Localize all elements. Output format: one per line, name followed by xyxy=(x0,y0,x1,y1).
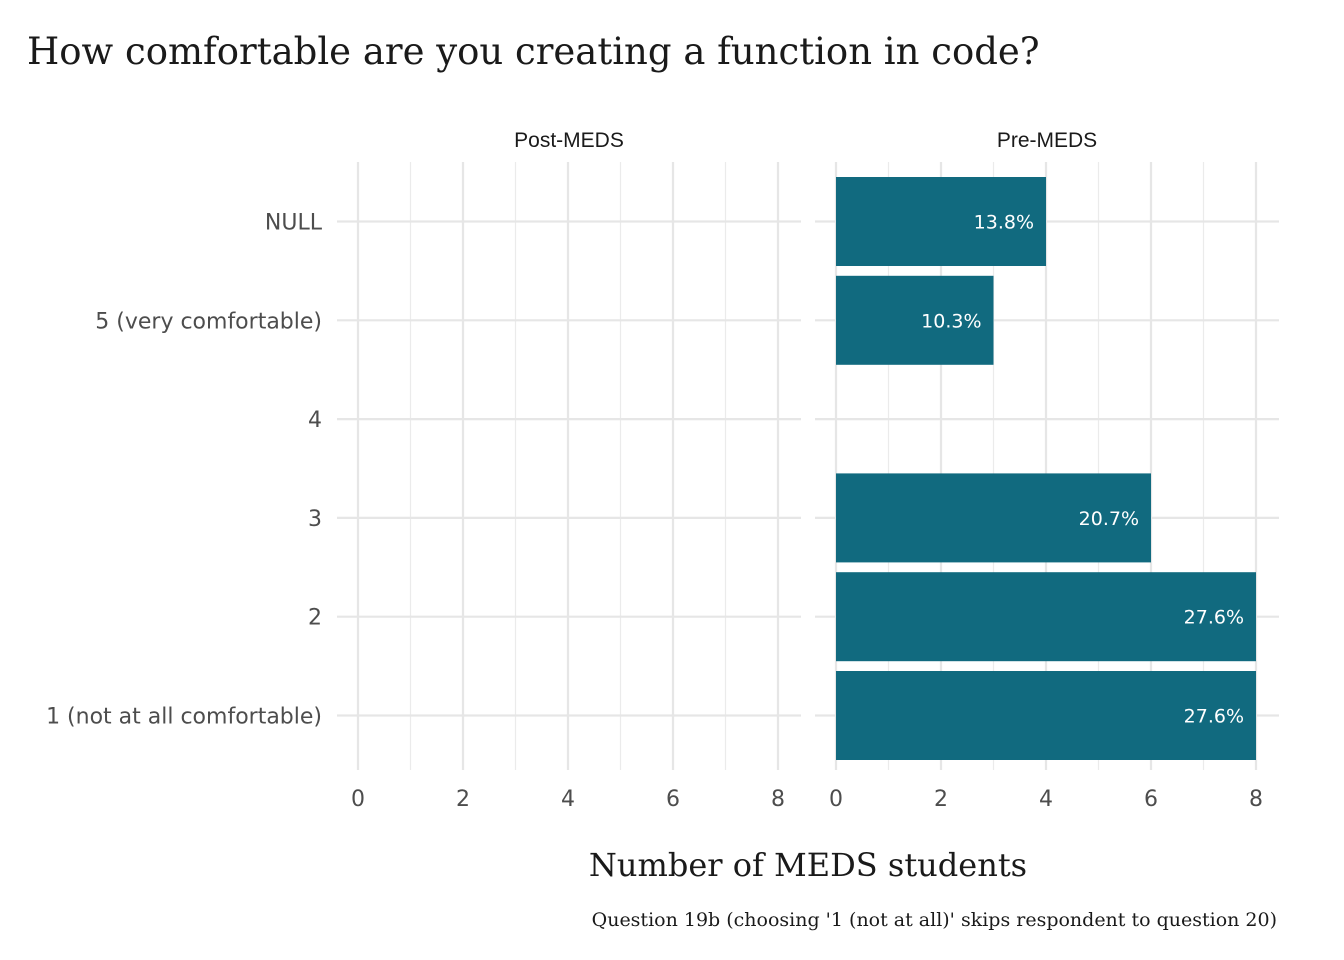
data-label: 10.3% xyxy=(921,310,981,332)
x-tick-label: 2 xyxy=(934,787,948,812)
category-label: 3 xyxy=(308,507,322,532)
x-tick-label: 6 xyxy=(1144,787,1158,812)
bar xyxy=(836,671,1256,760)
category-label: 5 (very comfortable) xyxy=(95,309,322,334)
data-label: 13.8% xyxy=(974,212,1034,234)
data-label: 27.6% xyxy=(1184,706,1244,728)
bar xyxy=(836,572,1256,662)
x-tick-label: 0 xyxy=(351,787,365,812)
category-label: 1 (not at all comfortable) xyxy=(46,705,322,730)
bar xyxy=(836,473,1151,563)
x-tick-label: 4 xyxy=(1039,787,1053,812)
caption: Question 19b (choosing '1 (not at all)' … xyxy=(592,909,1277,931)
bar xyxy=(836,275,994,365)
chart-title: How comfortable are you creating a funct… xyxy=(27,30,1040,73)
facet-label-pre-meds: Pre-MEDS xyxy=(997,129,1097,152)
category-label: NULL xyxy=(265,211,323,236)
facet-label-post-meds: Post-MEDS xyxy=(514,129,624,152)
x-tick-label: 8 xyxy=(771,787,785,812)
x-tick-label: 6 xyxy=(666,787,680,812)
x-axis-title: Number of MEDS students xyxy=(589,846,1027,884)
x-tick-label: 0 xyxy=(829,787,843,812)
x-tick-label: 2 xyxy=(456,787,470,812)
bar xyxy=(836,177,1046,266)
x-tick-label: 8 xyxy=(1249,787,1263,812)
x-tick-label: 4 xyxy=(561,787,575,812)
category-label: 2 xyxy=(308,606,322,631)
data-label: 20.7% xyxy=(1079,508,1139,530)
category-label: 4 xyxy=(308,408,322,433)
data-label: 27.6% xyxy=(1184,607,1244,629)
